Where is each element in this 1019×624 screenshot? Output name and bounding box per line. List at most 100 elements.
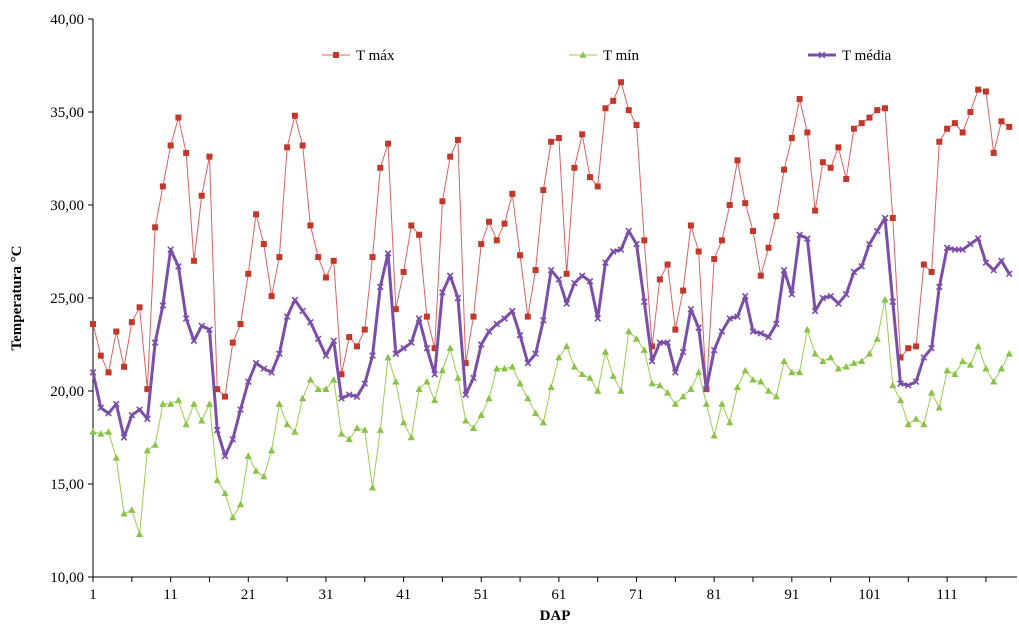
data-point [89, 369, 97, 376]
data-point [128, 506, 136, 513]
data-point [936, 138, 943, 145]
data-point [866, 240, 873, 248]
data-point [353, 424, 361, 431]
data-point [175, 114, 182, 121]
data-point [500, 364, 509, 372]
data-point [112, 400, 120, 408]
data-point [734, 313, 741, 320]
data-point [749, 376, 757, 383]
data-point [159, 302, 167, 309]
data-point [399, 418, 408, 426]
data-point [889, 298, 897, 306]
data-point [741, 292, 749, 300]
data-point [143, 415, 151, 423]
data-point [416, 231, 423, 238]
x-tick-label: 21 [241, 587, 256, 603]
data-point [866, 114, 873, 121]
data-point [198, 416, 206, 424]
data-point [927, 389, 936, 396]
data-point [97, 404, 105, 412]
data-point [974, 342, 982, 350]
data-point [742, 200, 749, 207]
y-tick-label: 15,00 [50, 477, 84, 493]
data-point [827, 292, 835, 300]
data-point [400, 344, 407, 352]
x-tick-label: 91 [784, 587, 799, 603]
data-point [633, 122, 640, 129]
data-point [415, 315, 423, 322]
data-point [345, 391, 353, 399]
data-point [252, 467, 260, 474]
data-point [913, 343, 920, 350]
data-point [222, 393, 228, 400]
data-point [563, 342, 571, 350]
data-point [167, 246, 175, 254]
data-point [555, 135, 562, 142]
data-point [788, 368, 796, 376]
y-tick-label: 40,00 [50, 12, 84, 28]
data-point [780, 357, 788, 365]
data-point [765, 244, 772, 251]
data-point [446, 272, 454, 280]
data-point [198, 192, 205, 199]
data-point [206, 153, 213, 160]
data-point [190, 257, 197, 264]
y-tick-label: 35,00 [50, 105, 84, 121]
data-point [531, 409, 540, 417]
data-point [788, 135, 795, 142]
data-point [307, 222, 314, 229]
data-point [454, 136, 461, 143]
data-point [710, 346, 718, 354]
data-point [120, 509, 128, 517]
data-point [136, 304, 143, 311]
data-point [152, 224, 159, 231]
legend-label: T máx [356, 48, 395, 64]
data-point [951, 246, 959, 254]
data-point [275, 400, 283, 407]
legend-item: T máx [322, 48, 395, 64]
data-point [609, 372, 617, 379]
data-point [151, 339, 159, 347]
data-point [703, 385, 710, 393]
data-point [128, 411, 136, 419]
data-point [283, 420, 291, 428]
x-tick-label: 31 [318, 587, 333, 603]
data-point [392, 377, 400, 385]
data-point [221, 489, 229, 497]
data-point [369, 254, 376, 261]
data-point [710, 431, 718, 439]
data-point [959, 246, 967, 254]
data-point [912, 415, 920, 422]
data-point [726, 202, 733, 208]
data-point [112, 454, 120, 461]
data-point [159, 183, 166, 190]
data-point [850, 125, 857, 132]
data-point [796, 95, 803, 102]
data-point [198, 322, 206, 330]
data-point [237, 321, 244, 328]
data-point [811, 307, 819, 315]
data-point [951, 120, 958, 127]
data-point [656, 381, 664, 389]
data-point [904, 420, 912, 428]
data-point [175, 263, 182, 270]
data-point [874, 107, 881, 114]
data-point [540, 187, 547, 194]
data-point [229, 435, 237, 443]
data-point [121, 363, 128, 370]
data-point [726, 315, 734, 322]
data-point [718, 400, 726, 407]
data-point [858, 263, 866, 270]
data-point [299, 142, 306, 149]
data-point [283, 313, 291, 320]
data-point [819, 159, 826, 166]
data-point [687, 305, 695, 313]
data-point [967, 109, 974, 115]
data-point [392, 350, 400, 358]
data-point [1006, 123, 1013, 130]
data-point [337, 429, 346, 437]
x-axis: 1 11 21 31 41 51 61 71 81 91 101 111 [89, 576, 1017, 603]
data-point [640, 346, 648, 353]
data-point [151, 441, 159, 448]
